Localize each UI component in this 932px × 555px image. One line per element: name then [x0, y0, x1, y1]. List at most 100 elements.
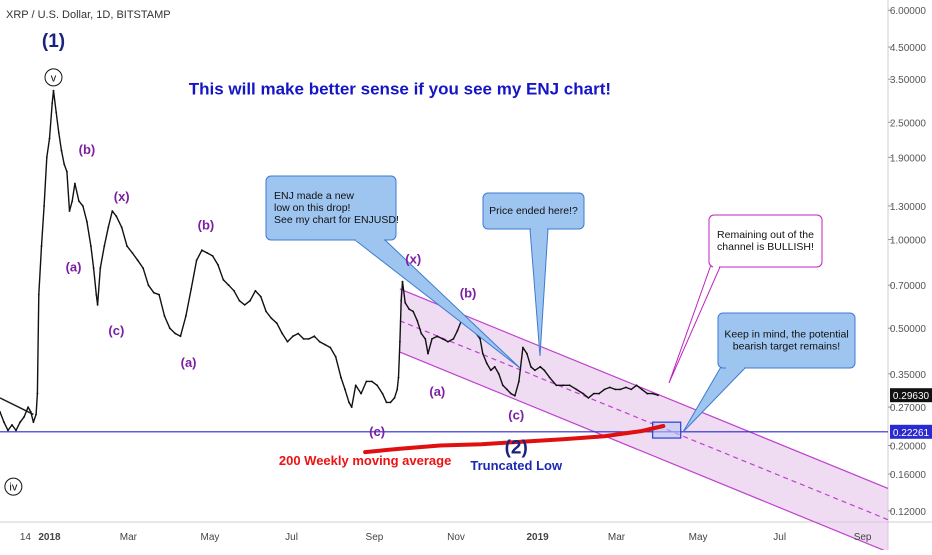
- y-tick-label-7: 1.00000: [890, 236, 927, 247]
- price-point-62: [243, 304, 246, 306]
- callout-1-joint: [356, 237, 384, 241]
- annotation-12: (c): [369, 424, 385, 439]
- price-point-151: [651, 392, 654, 395]
- annotation-15: iv: [4, 477, 23, 496]
- y-tick-label-2: 4.50000: [890, 43, 927, 54]
- price-point-35: [103, 245, 106, 248]
- x-tick-label-6: Sep: [366, 532, 384, 543]
- price-point-79: [334, 355, 337, 358]
- price-point-46: [158, 293, 161, 296]
- price-point-98: [404, 301, 407, 304]
- y-tick-label-10: 0.35000: [890, 370, 927, 381]
- y-tick-label-9: 0.50000: [890, 324, 927, 335]
- support-price-tag-text: 0.22261: [893, 428, 930, 439]
- price-point-136: [568, 384, 571, 387]
- price-point-126: [518, 380, 520, 383]
- price-point-45: [152, 291, 155, 294]
- annotation-15-text: iv: [9, 482, 17, 494]
- price-point-29: [86, 220, 88, 223]
- last-price-tag-text: 0.29630: [893, 391, 930, 402]
- price-point-88: [376, 384, 378, 387]
- price-point-73: [302, 338, 305, 340]
- annotation-18: Truncated Low: [470, 458, 563, 473]
- price-point-33: [96, 304, 99, 306]
- price-point-109: [452, 338, 455, 340]
- price-point-102: [420, 332, 423, 335]
- annotation-10: (b): [460, 286, 477, 301]
- price-point-69: [281, 332, 284, 335]
- price-point-28: [82, 205, 84, 207]
- price-point-92: [393, 397, 396, 399]
- annotation-3: (b): [79, 142, 96, 157]
- channel-upper-line: [399, 288, 889, 489]
- annotation-11: (a): [429, 384, 445, 399]
- x-tick-label-12: Sep: [854, 532, 872, 543]
- y-tick-label-12: 0.20000: [890, 441, 927, 452]
- price-point-87: [370, 380, 373, 383]
- price-point-14: [43, 205, 45, 207]
- price-point-80: [340, 376, 342, 379]
- annotation-14: (2): [505, 437, 528, 458]
- price-point-138: [582, 392, 584, 395]
- price-point-148: [635, 384, 638, 387]
- price-point-1: [3, 421, 5, 424]
- price-point-37: [111, 210, 114, 212]
- price-point-52: [190, 288, 193, 290]
- x-tick-label-10: May: [689, 532, 708, 543]
- x-tick-label-5: Jul: [285, 532, 298, 543]
- price-point-47: [163, 315, 166, 317]
- y-tick-label-14: 0.12000: [890, 507, 927, 518]
- price-point-99: [408, 308, 411, 311]
- price-point-149: [641, 388, 643, 391]
- price-point-40: [126, 245, 128, 248]
- price-point-125: [514, 394, 516, 397]
- early-trendline: [0, 397, 34, 416]
- callout-4-line-1: Keep in mind, the potential: [724, 329, 848, 341]
- callout-4-line-2: bearish target remains!: [733, 341, 840, 353]
- price-point-101: [416, 319, 419, 322]
- price-point-70: [286, 340, 289, 343]
- price-point-95: [399, 340, 401, 343]
- price-point-3: [11, 424, 13, 426]
- annotation-5: (a): [66, 259, 82, 274]
- x-tick-label-8: 2019: [526, 532, 549, 543]
- callout-3-box: [708, 214, 823, 268]
- target-box: [652, 421, 682, 439]
- price-point-72: [297, 332, 300, 335]
- price-point-65: [259, 295, 262, 298]
- price-point-41: [131, 252, 134, 254]
- price-point-64: [254, 289, 257, 292]
- price-point-152: [657, 394, 659, 397]
- price-point-122: [501, 384, 504, 387]
- price-point-140: [592, 392, 595, 395]
- callout-3-line-1: Remaining out of the: [717, 229, 814, 241]
- support-price-tag-bg: [890, 424, 932, 439]
- callout-3-line-2: channel is BULLISH!: [717, 241, 814, 253]
- price-point-31: [92, 267, 95, 269]
- price-point-124: [510, 392, 512, 395]
- price-point-61: [238, 299, 241, 302]
- price-point-59: [227, 284, 230, 287]
- price-point-75: [313, 335, 316, 338]
- price-point-150: [646, 392, 649, 395]
- price-point-71: [292, 335, 294, 338]
- channel-lower-line: [399, 351, 889, 553]
- annotation-9: (x): [405, 251, 421, 266]
- price-point-110: [456, 329, 459, 332]
- price-point-66: [265, 310, 267, 313]
- price-point-60: [233, 289, 235, 292]
- annotation-16: This will make better sense if you see m…: [189, 80, 611, 99]
- price-point-57: [217, 264, 219, 266]
- price-point-105: [431, 338, 433, 340]
- price-point-27: [78, 200, 80, 203]
- price-point-78: [329, 346, 332, 349]
- price-point-134: [555, 384, 558, 387]
- y-tick-label-8: 0.70000: [890, 281, 927, 292]
- price-point-24: [68, 210, 71, 212]
- price-point-141: [598, 392, 600, 395]
- x-tick-label-11: Jul: [773, 532, 786, 543]
- price-point-53: [195, 259, 198, 262]
- price-point-4: [15, 429, 17, 432]
- price-point-43: [142, 267, 145, 269]
